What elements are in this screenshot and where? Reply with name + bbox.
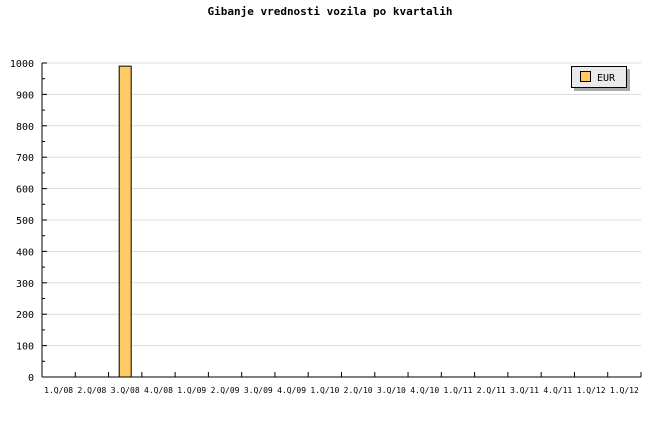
x-tick-label: 3.Q/10 — [377, 386, 406, 395]
x-tick-label: 3.Q/08 — [111, 386, 140, 395]
x-tick-label: 3.Q/09 — [244, 386, 273, 395]
y-tick-label: 0 — [28, 373, 34, 384]
y-tick-label: 100 — [16, 342, 34, 353]
chart-title: Gibanje vrednosti vozila po kvartalih — [207, 5, 453, 18]
x-tick-label: 1.Q/09 — [177, 386, 206, 395]
y-tick-label: 1000 — [10, 59, 34, 70]
y-tick-label: 600 — [16, 185, 34, 196]
x-tick-label: 2.Q/08 — [77, 386, 106, 395]
x-tick-label: 4.Q/10 — [410, 386, 439, 395]
x-tick-label: 4.Q/08 — [144, 386, 173, 395]
y-tick-label: 200 — [16, 310, 34, 321]
x-tick-label: 2.Q/09 — [211, 386, 240, 395]
bar — [118, 65, 132, 378]
x-tick-label: 1.Q/12 — [577, 386, 606, 395]
y-tick-label: 500 — [16, 216, 34, 227]
y-tick-label: 300 — [16, 279, 34, 290]
x-tick-label: 4.Q/09 — [277, 386, 306, 395]
legend-label: EUR — [597, 73, 616, 84]
x-tick-label: 1.Q/08 — [44, 386, 73, 395]
x-tick-label: 1.Q/10 — [310, 386, 339, 395]
x-tick-label: 1.Q/12 — [610, 386, 639, 395]
y-tick-label: 900 — [16, 90, 34, 101]
x-tick-label: 3.Q/11 — [510, 386, 539, 395]
y-tick-label: 700 — [16, 153, 34, 164]
x-tick-label: 2.Q/10 — [344, 386, 373, 395]
x-tick-label: 1.Q/11 — [444, 386, 473, 395]
y-tick-label: 800 — [16, 122, 34, 133]
y-tick-label: 400 — [16, 247, 34, 258]
legend-swatch — [580, 71, 591, 82]
x-tick-label: 4.Q/11 — [543, 386, 572, 395]
x-tick-label: 2.Q/11 — [477, 386, 506, 395]
